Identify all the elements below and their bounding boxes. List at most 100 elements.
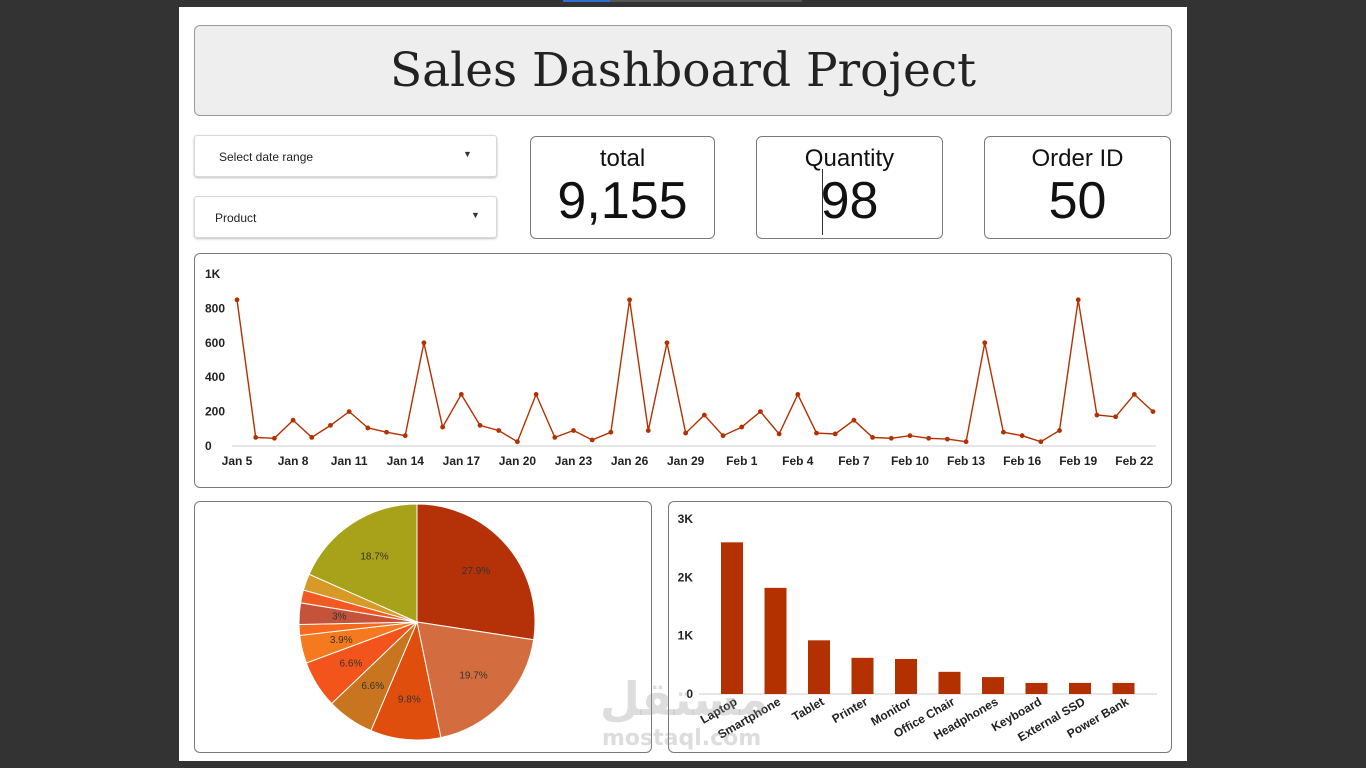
date-range-dropdown[interactable]: Select date range ▼	[194, 135, 497, 177]
kpi-label: Order ID	[1031, 145, 1124, 172]
x-tick-label: Jan 26	[611, 454, 649, 468]
data-point	[402, 433, 408, 439]
kpi-value: 98	[820, 172, 879, 230]
data-point	[290, 417, 296, 423]
data-point	[1113, 414, 1119, 420]
chevron-down-icon: ▼	[471, 210, 480, 220]
x-tick-label: Jan 5	[222, 454, 253, 468]
kpi-label: Quantity	[804, 145, 895, 172]
y-tick-label: 2K	[678, 570, 694, 584]
kpi-card-quantity: Quantity 98	[756, 136, 943, 239]
y-tick-label: 800	[205, 301, 225, 315]
kpi-value: 9,155	[557, 172, 688, 230]
product-label: Product	[215, 211, 257, 225]
data-point	[1075, 297, 1081, 303]
data-point	[1094, 412, 1100, 418]
y-tick-label: 400	[205, 370, 225, 384]
data-point	[907, 433, 913, 439]
pie-chart: 27.9% 19.7% 9.8% 6.6% 6.6% 3.9% 3% 18.7%	[298, 503, 536, 741]
data-point	[589, 437, 595, 443]
product-dropdown[interactable]: Product ▼	[194, 196, 497, 238]
data-point	[458, 392, 464, 397]
x-tick-label: Feb 16	[1003, 454, 1041, 468]
data-point	[1131, 392, 1137, 397]
report-canvas: Sales Dashboard Project Select date rang…	[179, 7, 1187, 761]
title-banner: Sales Dashboard Project	[194, 25, 1172, 116]
y-tick-label: 0	[686, 687, 693, 701]
data-point	[477, 422, 483, 428]
x-tick-label: Jan 17	[443, 454, 481, 468]
x-tick-label: Jan 14	[387, 454, 425, 468]
data-point	[571, 428, 576, 433]
x-tick-label: Jan 23	[555, 454, 593, 468]
date-range-label: Select date range	[219, 150, 314, 164]
watermark-arabic: مستقل	[600, 672, 769, 726]
data-point	[963, 439, 969, 445]
data-point	[496, 428, 502, 433]
data-point	[384, 429, 389, 435]
pie-slice-label: 9.8%	[398, 695, 421, 706]
x-tick-label: Feb 13	[947, 454, 985, 468]
bar	[808, 640, 830, 694]
text-cursor	[822, 169, 823, 235]
x-tick-label: Feb 10	[891, 454, 929, 468]
x-tick-label: Feb 22	[1115, 454, 1153, 468]
data-point	[870, 435, 875, 440]
data-point	[440, 424, 446, 430]
data-point	[533, 392, 539, 397]
kpi-label: total	[599, 145, 646, 172]
data-point	[758, 409, 763, 414]
data-point	[1038, 439, 1044, 445]
bar	[1025, 682, 1048, 694]
data-point	[645, 428, 651, 433]
data-point	[346, 409, 352, 414]
data-point	[1001, 429, 1006, 435]
line-chart-panel: 0 200 400 600 800 1K Jan 5 Jan 8 Jan 11 Jan 14 Jan…	[194, 253, 1172, 488]
x-tick-label: Feb 19	[1059, 454, 1097, 468]
browser-tab-indicator	[563, 0, 610, 2]
kpi-card-total: total 9,155	[530, 136, 715, 239]
pie-slice-label: 3%	[332, 611, 347, 622]
kpi-value: 50	[1048, 172, 1107, 230]
data-point	[627, 297, 632, 303]
data-point	[552, 435, 558, 440]
bar	[1069, 682, 1091, 694]
data-point	[608, 429, 614, 435]
y-tick-label: 3K	[678, 512, 694, 526]
page-title: Sales Dashboard Project	[389, 43, 977, 98]
data-point	[683, 430, 689, 436]
y-tick-label: 1K	[678, 629, 694, 643]
y-tick-label: 1K	[205, 267, 221, 281]
chevron-down-icon: ▼	[463, 149, 472, 159]
line-chart: 0 200 400 600 800 1K Jan 5 Jan 8 Jan 11 Jan 14 Jan…	[205, 267, 1156, 468]
data-point	[739, 424, 745, 430]
data-point	[421, 340, 427, 346]
data-point	[664, 340, 670, 346]
kpi-card-order-id: Order ID 50	[984, 136, 1171, 239]
data-point	[720, 433, 726, 439]
bar	[895, 659, 917, 694]
bar-chart-panel: 0 1K 2K 3K Laptop Smartphone Tablet Printer Moni…	[668, 501, 1172, 753]
pie-slice-label: 27.9%	[462, 566, 490, 577]
data-point	[926, 435, 932, 441]
pie-slice-label: 6.6%	[361, 681, 384, 692]
data-point	[328, 422, 333, 428]
pie-slice	[416, 621, 535, 739]
x-tick-label: Jan 20	[499, 454, 537, 468]
pie-slice	[416, 503, 536, 641]
pie-slice-label: 6.6%	[340, 658, 363, 669]
pie-slice-label: 18.7%	[360, 552, 388, 563]
y-tick-label: 600	[205, 336, 225, 350]
x-tick-label: Feb 7	[838, 454, 870, 468]
x-tick-label: Feb 4	[782, 454, 814, 468]
bar	[1112, 682, 1135, 694]
bar	[938, 671, 961, 694]
data-point	[851, 417, 857, 423]
bar-category-label: Tablet	[790, 694, 827, 723]
data-point	[1057, 428, 1062, 433]
data-point	[982, 340, 988, 346]
data-point	[832, 431, 838, 437]
browser-tab-strip	[610, 0, 802, 2]
data-point	[944, 436, 950, 442]
